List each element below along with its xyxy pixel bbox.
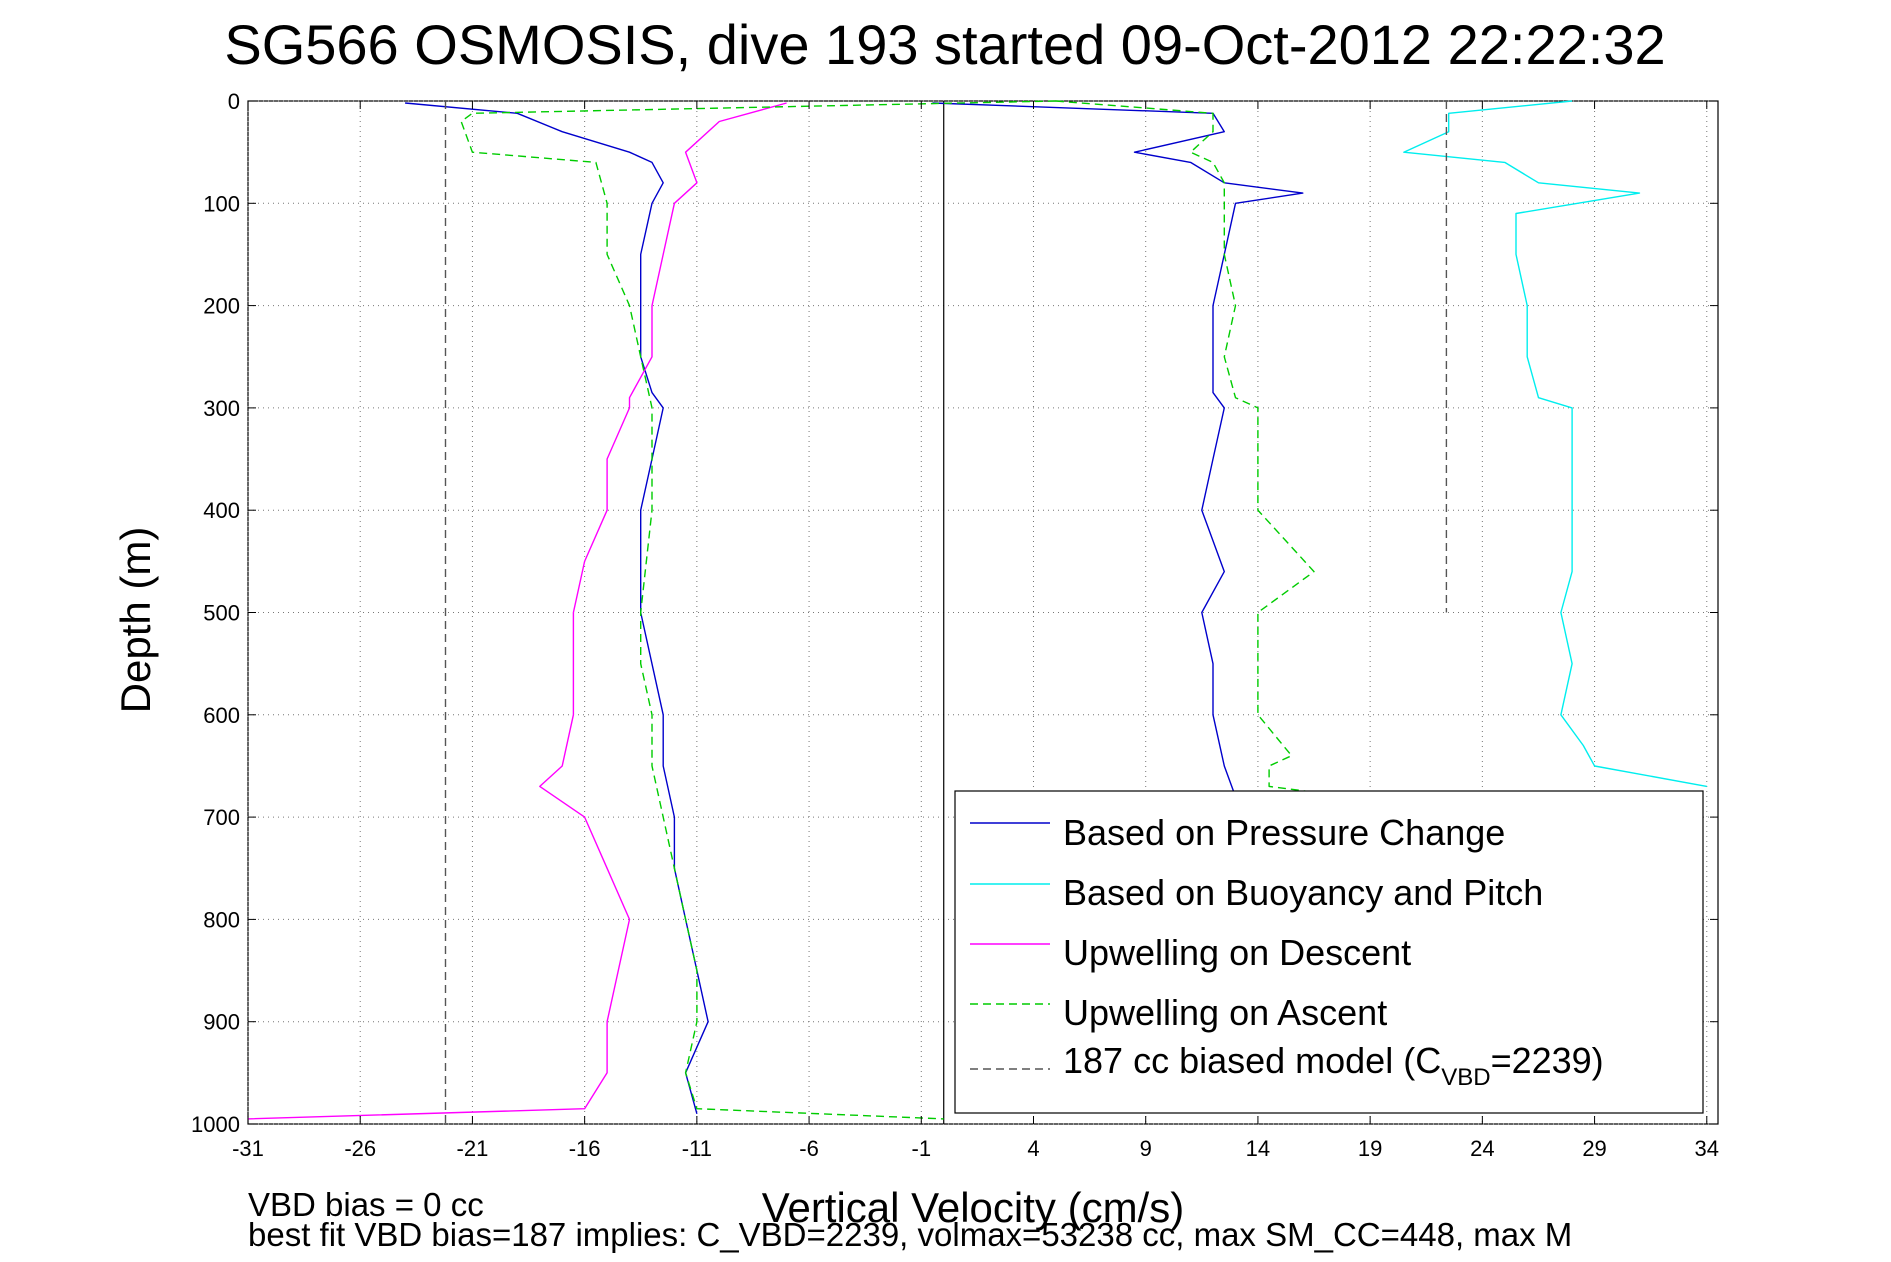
x-tick-label: 9 (1140, 1136, 1152, 1161)
x-tick-label: 19 (1358, 1136, 1382, 1161)
legend-label-model-main: 187 cc biased model (C (1063, 1040, 1441, 1081)
x-tick-label: -6 (799, 1136, 819, 1161)
series-group (247, 100, 1707, 1124)
series-line-5 (1055, 100, 1348, 798)
legend-box (954, 790, 1704, 1114)
series-line-2 (1403, 100, 1707, 788)
x-tick-label: -31 (232, 1136, 264, 1161)
y-tick-label: 400 (203, 498, 240, 523)
legend-label-pressure: Based on Pressure Change (1063, 812, 1505, 853)
x-tick-label: 24 (1470, 1136, 1494, 1161)
y-axis-label: Depth (m) (112, 527, 159, 714)
legend-label-ascent: Upwelling on Ascent (1063, 992, 1387, 1033)
legend: Based on Pressure Change Based on Buoyan… (954, 790, 1704, 1114)
series-line-4 (460, 100, 1056, 1120)
y-tick-label: 200 (203, 294, 240, 319)
y-tick-label: 600 (203, 703, 240, 728)
tick-marks (247, 100, 1718, 1125)
y-tick-label: 0 (228, 89, 240, 114)
x-tick-label: 29 (1582, 1136, 1606, 1161)
x-tick-label: 34 (1695, 1136, 1719, 1161)
y-tick-label: 1000 (191, 1112, 240, 1137)
legend-label-model-subscript: VBD (1441, 1064, 1490, 1091)
x-tick-label: -1 (912, 1136, 932, 1161)
vbd-bias-text: VBD bias = 0 cc (248, 1186, 484, 1223)
x-tick-label: -26 (344, 1136, 376, 1161)
y-tick-label: 500 (203, 601, 240, 626)
tick-labels: -31 -26 -21 -16 -11 -6 -1 4 9 14 19 24 29 34 0 100 200 30… (191, 89, 1719, 1161)
legend-label-buoyancy: Based on Buoyancy and Pitch (1063, 872, 1543, 913)
x-tick-label: 14 (1246, 1136, 1270, 1161)
series-line-0 (405, 102, 709, 1114)
best-fit-text: best fit VBD bias=187 implies: C_VBD=223… (248, 1216, 1572, 1253)
x-tick-label: 4 (1027, 1136, 1039, 1161)
y-tick-label: 700 (203, 805, 240, 830)
x-tick-label: -21 (457, 1136, 489, 1161)
chart-title: SG566 OSMOSIS, dive 193 started 09-Oct-2… (224, 13, 1665, 76)
legend-label-model-suffix: =2239) (1491, 1040, 1604, 1081)
x-tick-label: -11 (682, 1136, 712, 1161)
legend-label-model: 187 cc biased model (CVBD=2239) (1063, 1040, 1604, 1091)
y-tick-label: 300 (203, 396, 240, 421)
y-tick-label: 900 (203, 1010, 240, 1035)
y-tick-label: 100 (203, 191, 240, 216)
legend-label-descent: Upwelling on Descent (1063, 932, 1411, 973)
series-line-1 (932, 102, 1304, 797)
series-line-3 (247, 102, 787, 1120)
y-tick-label: 800 (203, 907, 240, 932)
x-tick-label: -16 (569, 1136, 601, 1161)
x-axis-label: Vertical Velocity (cm/s) (762, 1184, 1184, 1231)
